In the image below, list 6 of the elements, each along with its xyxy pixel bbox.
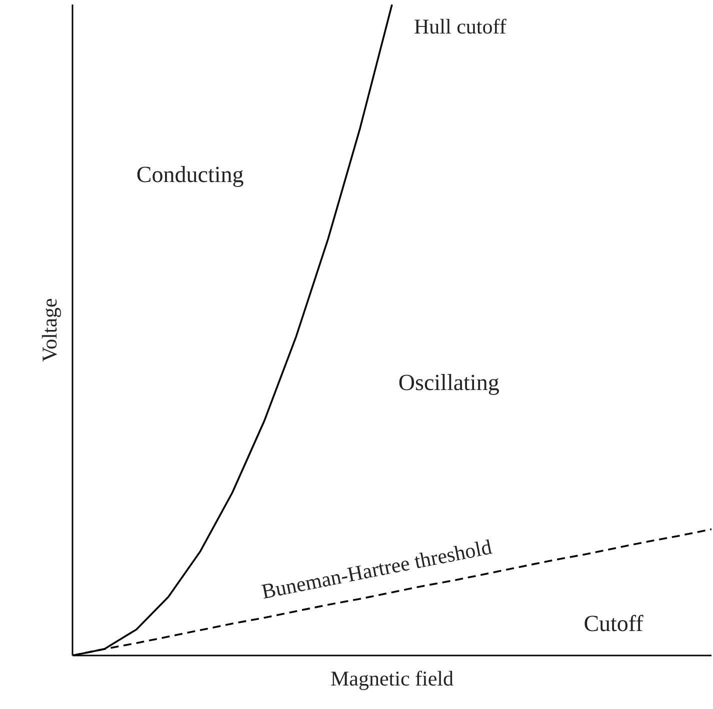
series-label: Hull cutoff xyxy=(414,14,506,38)
y-axis-title: Voltage xyxy=(38,298,62,362)
x-axis-title: Magnetic field xyxy=(330,666,454,690)
annotation: Oscillating xyxy=(398,370,500,396)
annotation: Cutoff xyxy=(584,610,644,636)
annotation: Conducting xyxy=(136,162,244,187)
